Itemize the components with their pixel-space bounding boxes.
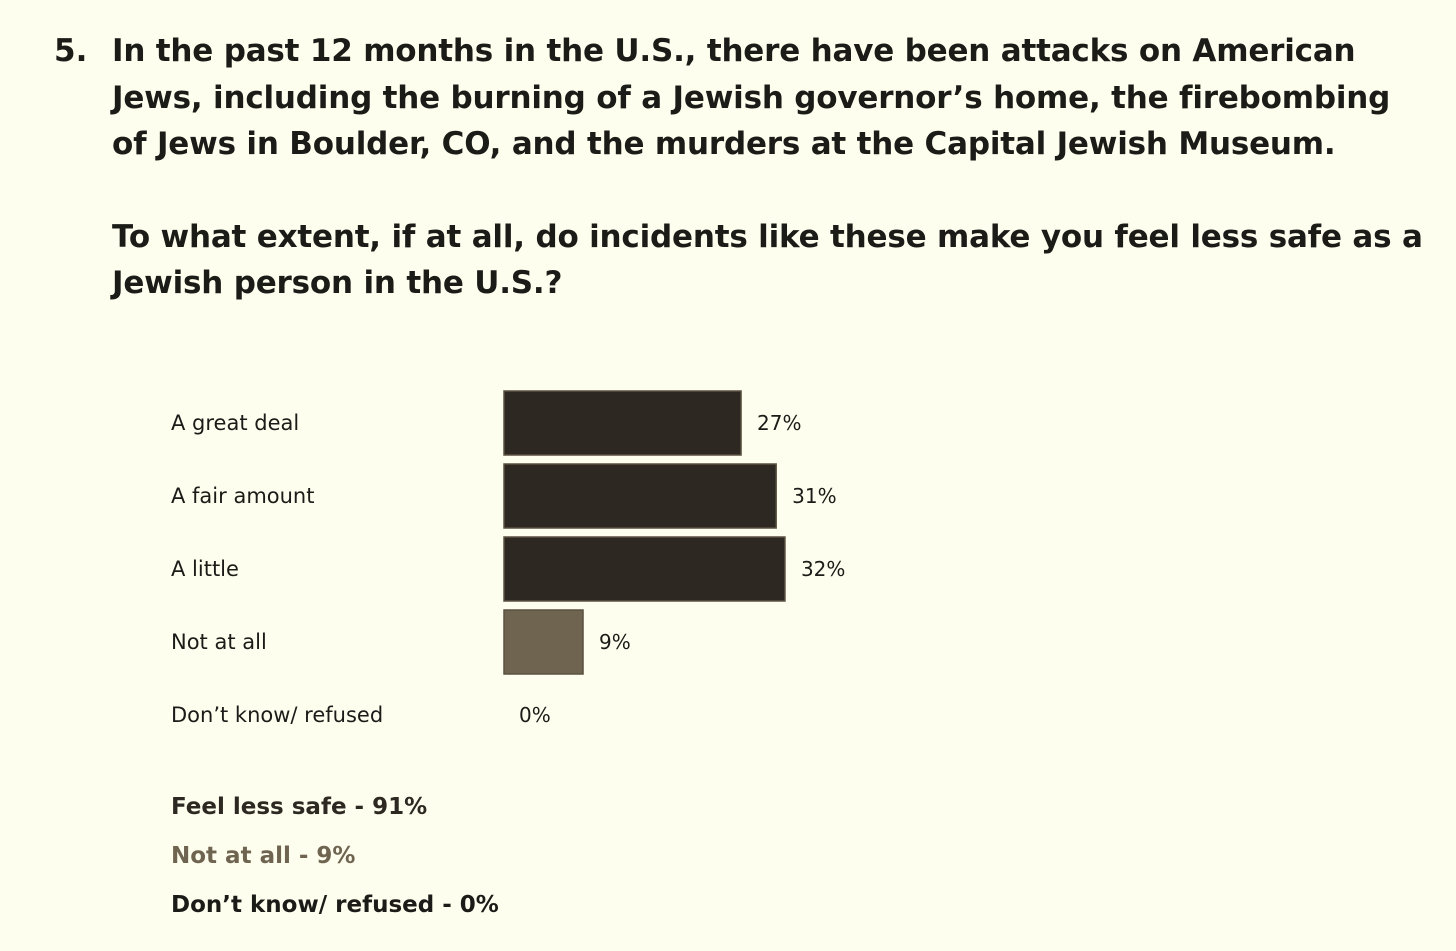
category-label-don-t-know-refused: Don’t know/ refused (171, 703, 383, 727)
question-text: In the past 12 months in the U.S., there… (112, 28, 1434, 307)
value-label-don-t-know-refused: 0% (519, 703, 551, 727)
summary-feel-less-safe: Feel less safe - 91% (171, 794, 428, 820)
bar-not-at-all (503, 609, 584, 675)
question-number: 5. (54, 33, 88, 69)
question-block: 5. In the past 12 months in the U.S., th… (54, 28, 1434, 307)
question-prompt: To what extent, if at all, do incidents … (112, 218, 1423, 302)
value-label-a-little: 32% (801, 557, 845, 581)
category-label-not-at-all: Not at all (171, 630, 267, 654)
question-statement: In the past 12 months in the U.S., there… (112, 33, 1391, 162)
bar-a-great-deal (503, 390, 742, 456)
response-bar-chart: A great deal 27% A fair amount 31% A little 3… (171, 390, 845, 727)
summary-block: Feel less safe - 91% Not at all - 9% Don… (171, 783, 499, 930)
bar-a-little (503, 536, 786, 602)
value-label-a-great-deal: 27% (757, 411, 801, 435)
value-label-not-at-all: 9% (599, 630, 631, 654)
category-label-a-fair-amount: A fair amount (171, 484, 314, 508)
summary-dont-know: Don’t know/ refused - 0% (171, 892, 499, 918)
summary-not-at-all: Not at all - 9% (171, 843, 356, 869)
bar-a-fair-amount (503, 463, 777, 529)
value-label-a-fair-amount: 31% (792, 484, 836, 508)
category-label-a-great-deal: A great deal (171, 411, 299, 435)
category-label-a-little: A little (171, 557, 239, 581)
